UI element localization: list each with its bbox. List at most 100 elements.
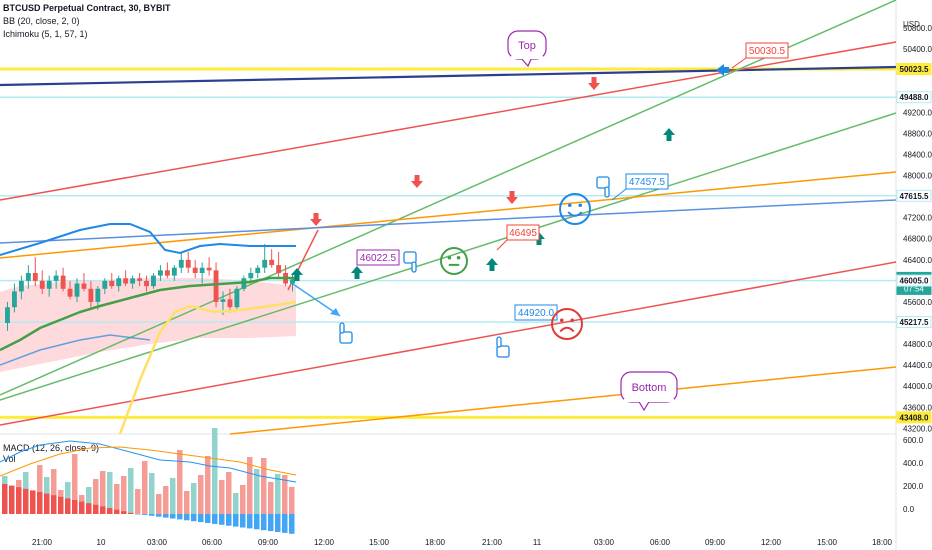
- time-tick-label: 15:00: [817, 538, 838, 547]
- trendline-orange-upper: [0, 171, 897, 259]
- macd-histogram-bar: [16, 487, 22, 514]
- label-47457: 47457.5: [629, 177, 666, 188]
- price-tick-label: 48000.0: [903, 172, 932, 181]
- candle-body: [220, 299, 226, 302]
- volume-bar: [219, 480, 225, 514]
- time-tick-label: 11: [533, 538, 542, 547]
- legend-ichimoku: Ichimoku (5, 1, 57, 1): [3, 29, 88, 39]
- volume-bar: [107, 472, 113, 514]
- label-50030-box: [745, 42, 789, 59]
- candle-body: [67, 288, 73, 297]
- time-tick-label: 03:00: [147, 538, 168, 547]
- macd-histogram-bar: [2, 484, 8, 514]
- price-badge-countdown: 07:54: [904, 284, 925, 293]
- candle-body: [192, 267, 198, 273]
- callout-top-callout: [507, 30, 547, 68]
- candle-body: [199, 267, 205, 273]
- macd-histogram-bar: [142, 514, 148, 515]
- candle-body: [248, 272, 254, 279]
- volume-bar: [247, 457, 253, 514]
- candle-body: [123, 278, 129, 284]
- volume-bar: [275, 474, 281, 514]
- price-tick-label: 44000.0: [903, 382, 932, 391]
- macd-histogram-bar: [79, 501, 85, 514]
- macd-signal-line: [0, 446, 297, 477]
- label-46495-box: [506, 224, 540, 241]
- candle-body: [262, 259, 268, 268]
- candle-body: [130, 278, 136, 284]
- volume-bar: [72, 454, 78, 514]
- candle-body: [5, 307, 10, 324]
- price-badge-box: [896, 63, 932, 75]
- price-badge-box: [896, 274, 932, 287]
- macd-histogram-bar: [177, 514, 183, 520]
- candle-body: [25, 272, 31, 281]
- volume-bar: [184, 491, 190, 514]
- volume-bar: [233, 493, 239, 514]
- volume-bar: [93, 479, 99, 514]
- arrow-up-icon: [486, 258, 498, 271]
- candle-body: [11, 291, 17, 308]
- label-46495-leader: [496, 239, 508, 251]
- macd-histogram-bar: [86, 503, 92, 514]
- price-badge-box: [896, 189, 932, 202]
- volume-bar: [226, 472, 232, 514]
- macd-histogram-bar: [23, 488, 29, 514]
- macd-histogram-bar: [247, 514, 253, 529]
- time-tick-label: 12:00: [314, 538, 335, 547]
- price-tick-label: 48800.0: [903, 129, 932, 138]
- price-badge-box: [896, 316, 932, 329]
- volume-tick-label: 600.0: [903, 436, 924, 445]
- candle-body: [178, 259, 184, 268]
- legend-bb: BB (20, close, 2, 0): [3, 16, 80, 26]
- macd-histogram-bar: [93, 504, 99, 514]
- price-tick-label: 49200.0: [903, 108, 932, 117]
- macd-histogram-bar: [51, 495, 57, 514]
- macd-histogram-bar: [100, 506, 106, 514]
- macd-histogram-bar: [226, 514, 232, 526]
- time-tick-label: 06:00: [650, 538, 671, 547]
- time-tick-label: 18:00: [425, 538, 446, 547]
- macd-histogram-bar: [44, 493, 50, 514]
- volume-bar: [135, 489, 141, 514]
- volume-bar: [170, 478, 176, 514]
- volume-bar: [163, 486, 169, 514]
- label-47457-box: [625, 173, 669, 190]
- candle-body: [234, 288, 240, 308]
- candle-body: [81, 283, 87, 289]
- volume-bar: [114, 484, 120, 514]
- label-46022-box: [356, 249, 400, 266]
- candle-body: [88, 288, 94, 302]
- candle-body: [255, 267, 261, 273]
- candle-body: [53, 275, 59, 281]
- callout-bottom: Bottom: [632, 382, 667, 394]
- price-tick-label: 47200.0: [903, 214, 932, 223]
- time-tick-label: 21:00: [482, 538, 503, 547]
- macd-histogram-bar: [261, 514, 267, 531]
- macd-histogram-bar: [156, 514, 162, 517]
- price-tick-label: 48400.0: [903, 150, 932, 159]
- hand-pointer-up-icon: [339, 322, 353, 344]
- ichimoku-baseline: [0, 276, 296, 352]
- volume-bar: [240, 485, 246, 514]
- chart-title: BTCUSD Perpetual Contract, 30, BYBIT: [3, 3, 171, 13]
- trendline-green-upper: [0, 0, 897, 396]
- price-tick-label: 43600.0: [903, 403, 932, 412]
- macd-histogram-bar: [184, 514, 190, 521]
- volume-bar: [205, 456, 211, 514]
- label-47457-leader: [611, 188, 627, 201]
- macd-histogram-bar: [219, 514, 225, 525]
- candle-body: [290, 279, 295, 284]
- volume-bar: [100, 471, 106, 514]
- volume-tick-label: 200.0: [903, 482, 924, 491]
- volume-bar: [261, 458, 267, 514]
- macd-histogram-bar: [30, 490, 36, 514]
- macd-histogram-bar: [233, 514, 239, 527]
- macd-histogram-bar: [275, 514, 281, 532]
- macd-histogram-bar: [72, 500, 78, 514]
- price-badge: 46005.0: [900, 277, 929, 286]
- candle-body: [74, 283, 80, 297]
- arrow-up-icon: [351, 266, 363, 279]
- volume-bar: [86, 487, 92, 514]
